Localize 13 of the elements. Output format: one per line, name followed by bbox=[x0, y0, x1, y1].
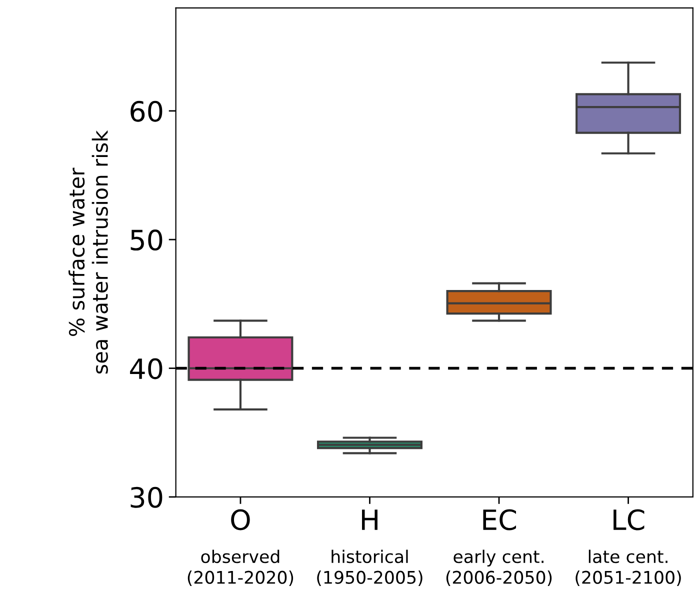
y-tick-label: 50 bbox=[130, 230, 162, 251]
x-tick-label: H bbox=[362, 510, 378, 530]
x-tick-label: O bbox=[231, 509, 250, 530]
y-tick-label: 40 bbox=[130, 358, 162, 380]
text: early cent. (2006-2050) bbox=[446, 550, 552, 586]
text: observed (2011-2020) bbox=[188, 550, 294, 586]
y-tick-label: 30 bbox=[130, 486, 162, 508]
x-tick-label: EC bbox=[483, 509, 516, 530]
text: historical (1950-2005) bbox=[317, 550, 422, 586]
x-tick-label: LC bbox=[614, 509, 644, 530]
y-axis-title: % surface water sea water intrusion risk bbox=[68, 130, 108, 374]
y-tick-label: 60 bbox=[130, 100, 162, 122]
text: late cent. (2051-2100) bbox=[576, 550, 681, 586]
